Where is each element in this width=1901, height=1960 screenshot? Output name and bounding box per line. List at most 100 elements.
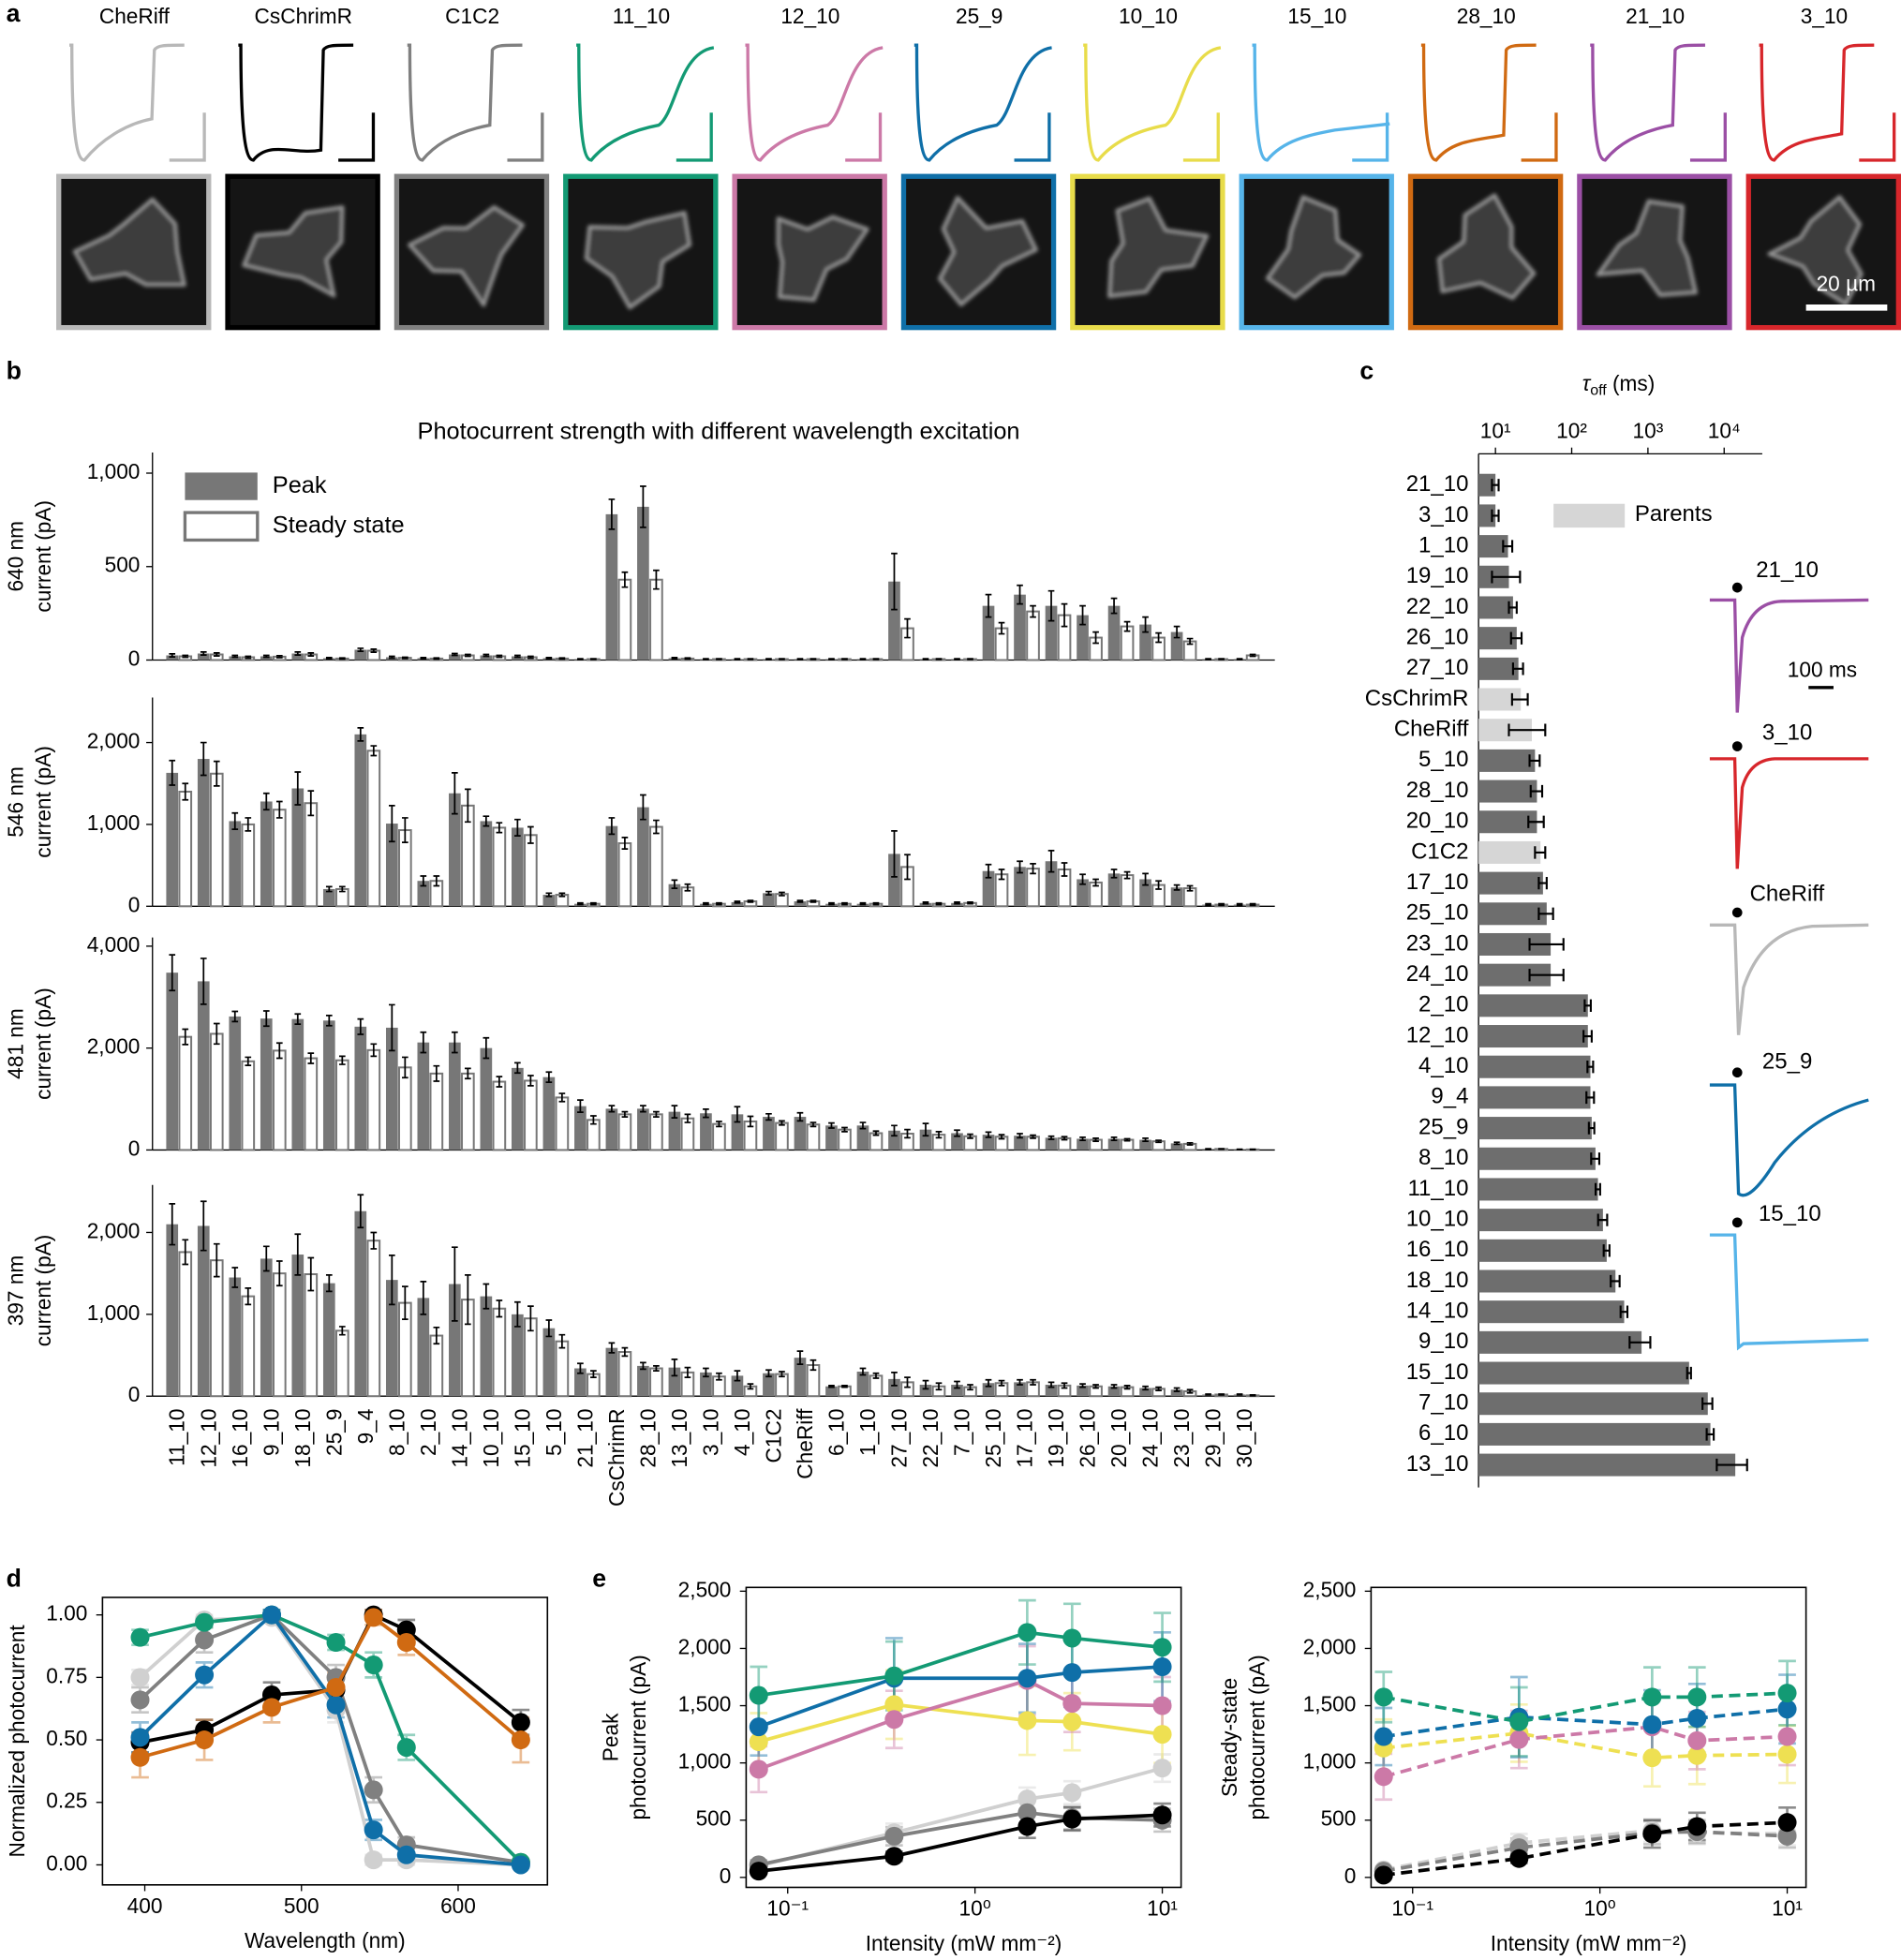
x-tick-label: 23_10 bbox=[1169, 1409, 1194, 1468]
bar bbox=[605, 1347, 618, 1397]
error-bar bbox=[245, 1287, 252, 1306]
error-bar bbox=[262, 1245, 270, 1272]
error-bar bbox=[558, 892, 566, 898]
point bbox=[1687, 1745, 1707, 1765]
error-bar bbox=[496, 654, 503, 659]
bar bbox=[1107, 605, 1121, 661]
error-bar bbox=[859, 1367, 867, 1376]
y-axis-label: photocurrent (pA) bbox=[1244, 1655, 1269, 1819]
point bbox=[884, 1710, 904, 1730]
error-bar bbox=[809, 1359, 817, 1372]
error-bar bbox=[1628, 1336, 1652, 1349]
error-bar bbox=[325, 1274, 333, 1293]
x-axis-label: Wavelength (nm) bbox=[245, 1928, 406, 1953]
series-line bbox=[758, 1702, 1163, 1744]
bar bbox=[1478, 1147, 1596, 1170]
trace bbox=[576, 43, 715, 162]
error-bar bbox=[1142, 1137, 1149, 1143]
error-bar bbox=[1173, 1141, 1181, 1146]
trace-scale-bar bbox=[1521, 112, 1558, 162]
legend-label: Parents bbox=[1635, 501, 1713, 527]
error-bar bbox=[954, 901, 960, 905]
y-tick-label: 0 bbox=[1344, 1863, 1357, 1888]
error-bar bbox=[684, 657, 691, 661]
error-bar bbox=[307, 652, 315, 657]
error-bar bbox=[922, 1379, 929, 1390]
series-line bbox=[758, 1810, 1163, 1867]
error-bar bbox=[747, 899, 754, 903]
trace bbox=[1252, 43, 1390, 162]
x-axis-label: τoff (ms) bbox=[1582, 371, 1656, 399]
bar bbox=[385, 824, 398, 907]
x-tick-label: 10¹ bbox=[1480, 419, 1511, 443]
error-bar bbox=[182, 654, 189, 659]
error-bar bbox=[1142, 1385, 1149, 1391]
bar bbox=[166, 1224, 179, 1397]
bar bbox=[1014, 867, 1026, 907]
error-bar bbox=[182, 782, 189, 801]
error-bar bbox=[1537, 876, 1548, 890]
y-tick-label: 0 bbox=[720, 1863, 732, 1888]
x-tick-label: 26_10 bbox=[1076, 1409, 1100, 1468]
bar bbox=[982, 1135, 995, 1151]
stimulus-dot bbox=[1731, 1217, 1743, 1228]
error-bar bbox=[841, 1384, 848, 1388]
bar bbox=[1478, 1422, 1711, 1446]
error-bar bbox=[200, 1200, 207, 1252]
bar bbox=[1139, 1388, 1151, 1397]
y-tick-label: CheRiff bbox=[1394, 717, 1469, 742]
bar bbox=[1170, 1143, 1183, 1151]
bar bbox=[512, 827, 524, 907]
bar bbox=[919, 1129, 932, 1151]
error-bar bbox=[1585, 1091, 1596, 1105]
bar bbox=[354, 649, 367, 661]
point bbox=[1374, 1767, 1393, 1787]
error-bar bbox=[671, 1105, 678, 1120]
error-bar bbox=[465, 1274, 471, 1326]
bar bbox=[366, 1048, 381, 1151]
point bbox=[1642, 1715, 1662, 1734]
y-axis-label: current (pA) bbox=[31, 500, 55, 613]
error-bar bbox=[338, 1326, 346, 1336]
y-axis-label: Normalized photocurrent bbox=[5, 1625, 29, 1858]
error-bar bbox=[671, 879, 678, 889]
point bbox=[326, 1678, 346, 1698]
bar bbox=[1478, 1453, 1736, 1477]
error-bar bbox=[1017, 584, 1023, 605]
error-bar bbox=[294, 771, 302, 806]
series-line bbox=[1383, 1828, 1788, 1872]
y-tick-label: 24_10 bbox=[1406, 961, 1469, 987]
error-bar bbox=[169, 653, 176, 658]
bar bbox=[385, 1027, 398, 1151]
point bbox=[749, 1732, 768, 1752]
error-bar bbox=[1528, 968, 1565, 982]
point bbox=[884, 1826, 904, 1846]
point bbox=[396, 1845, 416, 1864]
error-bar bbox=[1047, 850, 1055, 873]
point bbox=[884, 1695, 904, 1715]
trace-scale-bar bbox=[338, 112, 376, 162]
bar bbox=[700, 1113, 712, 1151]
error-bar bbox=[514, 1300, 521, 1328]
construct-label: 12_10 bbox=[780, 4, 839, 28]
error-bar bbox=[765, 890, 772, 896]
bar bbox=[637, 1365, 649, 1397]
error-bar bbox=[245, 655, 252, 660]
bar bbox=[605, 1108, 618, 1151]
error-bar bbox=[1597, 1213, 1609, 1226]
x-tick-label: 17_10 bbox=[1013, 1409, 1037, 1468]
error-bar bbox=[841, 658, 848, 661]
panel-label: c bbox=[1359, 357, 1374, 385]
error-bar bbox=[338, 657, 346, 661]
y-tick-label: 8_10 bbox=[1418, 1145, 1468, 1170]
error-bar bbox=[527, 1075, 534, 1087]
inset-label: 3_10 bbox=[1762, 720, 1812, 746]
x-tick-label: 11_10 bbox=[165, 1409, 189, 1466]
y-tick-label: 10_10 bbox=[1406, 1206, 1469, 1231]
error-bar bbox=[590, 901, 597, 906]
error-bar bbox=[1110, 1136, 1118, 1141]
bar bbox=[260, 801, 273, 907]
error-bar bbox=[828, 901, 835, 906]
error-bar bbox=[716, 901, 722, 906]
error-bar bbox=[809, 658, 817, 661]
